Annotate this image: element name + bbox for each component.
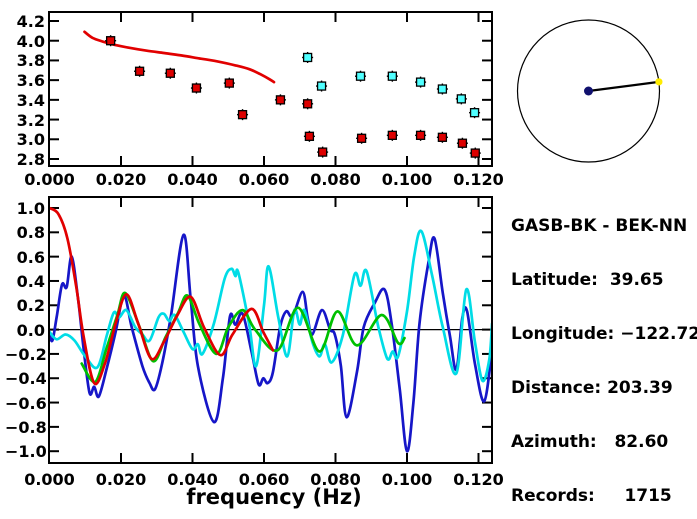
- x-tick-label: 0.040: [167, 170, 218, 189]
- y-tick-label: 0.4: [16, 271, 45, 291]
- x-tick-label: 0.100: [381, 470, 433, 489]
- station-dot: [584, 86, 593, 96]
- azimuth-circle: [516, 19, 661, 163]
- y-tick-label: −0.4: [5, 369, 47, 389]
- y-tick-label: 4.0: [16, 31, 45, 51]
- azimuth-row: Azimuth: 82.60: [511, 432, 669, 452]
- latitude-row: Latitude: 39.65: [511, 270, 664, 290]
- x-tick-label: 0.060: [238, 470, 290, 489]
- x-tick-label: 0.120: [453, 170, 504, 189]
- y-tick-label: −0.6: [5, 393, 47, 413]
- y-tick-label: 0.2: [16, 296, 45, 316]
- x-tick-label: 0.020: [95, 470, 147, 489]
- records-row: Records: 1715: [511, 486, 672, 506]
- station-info-panel: GASB-BK - BEK-NN Latitude: 39.65 Longitu…: [511, 181, 697, 519]
- x-tick-label: 0.000: [24, 470, 75, 489]
- y-tick-label: 0.0: [16, 320, 45, 340]
- y-tick-label: 1.0: [16, 199, 45, 218]
- longitude-row: Longitude: −122.72: [511, 324, 697, 344]
- x-tick-label: 0.080: [310, 470, 361, 489]
- y-tick-label: 0.8: [16, 223, 45, 243]
- y-tick-label: −0.8: [5, 417, 47, 437]
- y-tick-label: 3.4: [16, 90, 45, 110]
- x-tick-label: 0.120: [453, 470, 504, 489]
- x-tick-label: 0.060: [238, 170, 290, 189]
- measured-cyan-squares: [302, 51, 481, 119]
- x-tick-label: 0.100: [381, 170, 433, 189]
- azimuth-line: [588, 80, 660, 93]
- x-tick-label: 0.080: [310, 170, 361, 189]
- y-tick-label: 3.2: [16, 110, 45, 130]
- measured-red-squares: [105, 35, 481, 159]
- distance-row: Distance: 203.39: [511, 378, 673, 398]
- x-tick-label: 0.000: [24, 170, 75, 189]
- event-dot: [655, 78, 663, 86]
- trace-cyan: [50, 229, 491, 383]
- trace-green: [80, 291, 406, 384]
- y-tick-label: −0.2: [5, 344, 47, 364]
- y-tick-label: 3.8: [16, 51, 45, 71]
- x-tick-label: 0.020: [95, 170, 147, 189]
- y-tick-label: −1.0: [5, 442, 47, 462]
- y-tick-label: 4.2: [16, 12, 45, 31]
- trace-red: [50, 206, 275, 386]
- x-tick-label: 0.040: [167, 470, 218, 489]
- station-pair-title: GASB-BK - BEK-NN: [511, 216, 688, 236]
- y-tick-label: 0.6: [16, 247, 45, 267]
- trace-blue: [50, 233, 491, 453]
- y-tick-label: 3.0: [16, 130, 45, 150]
- y-tick-label: 3.6: [16, 71, 45, 91]
- x-axis-title: frequency (Hz): [186, 485, 362, 509]
- y-tick-label: 2.8: [16, 149, 45, 169]
